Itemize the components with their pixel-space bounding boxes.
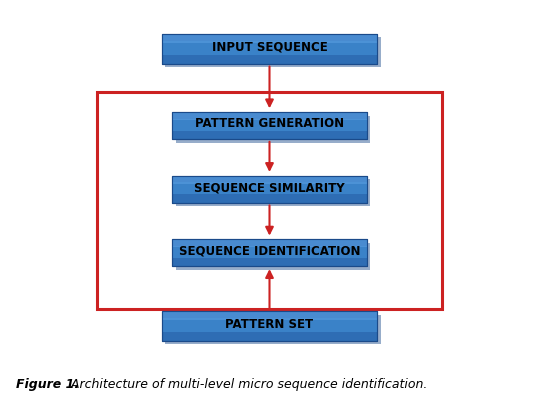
Bar <box>172 239 367 266</box>
Bar <box>172 112 367 139</box>
Bar <box>165 315 381 344</box>
Bar <box>162 311 377 341</box>
Bar <box>172 112 367 120</box>
Bar <box>172 239 367 266</box>
Text: PATTERN GENERATION: PATTERN GENERATION <box>195 118 344 130</box>
Bar <box>162 311 377 320</box>
Bar <box>162 318 377 332</box>
Bar <box>162 311 377 341</box>
Bar <box>172 175 367 203</box>
Text: INPUT SEQUENCE: INPUT SEQUENCE <box>212 41 327 54</box>
Bar <box>162 34 377 63</box>
Bar <box>176 243 370 270</box>
Bar <box>162 34 377 63</box>
Text: PATTERN SET: PATTERN SET <box>225 318 314 331</box>
Bar <box>165 37 381 68</box>
Text: Figure 1.: Figure 1. <box>16 378 79 391</box>
Bar <box>176 116 370 143</box>
Bar <box>172 175 367 184</box>
Bar <box>162 41 377 55</box>
Bar <box>172 182 367 195</box>
Text: Architecture of multi-level micro sequence identification.: Architecture of multi-level micro sequen… <box>67 378 428 391</box>
Bar <box>172 246 367 258</box>
Bar <box>172 119 367 131</box>
Bar <box>172 112 367 139</box>
Bar <box>97 92 442 309</box>
Bar <box>172 239 367 247</box>
Bar <box>172 175 367 203</box>
Text: SEQUENCE SIMILARITY: SEQUENCE SIMILARITY <box>194 181 345 194</box>
Text: SEQUENCE IDENTIFICATION: SEQUENCE IDENTIFICATION <box>179 245 360 258</box>
Bar <box>176 179 370 206</box>
Bar <box>162 34 377 43</box>
